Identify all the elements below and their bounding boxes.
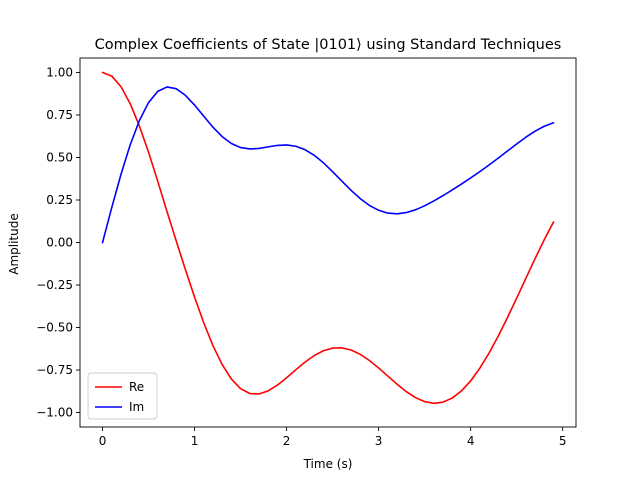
y-tick-label: −1.00 (36, 406, 73, 420)
y-tick-label: 0.00 (46, 236, 73, 250)
legend: Re Im (87, 372, 158, 420)
x-tick-label: 5 (559, 434, 567, 448)
y-tick-label: 1.00 (46, 65, 73, 79)
plot-area: 0 1 2 3 4 5 −1.00 −0.75 −0.50 −0.25 0.00 0.25 0.50 0.… (36, 57, 577, 448)
y-tick-label: −0.50 (36, 321, 73, 335)
x-tick-label: 2 (283, 434, 291, 448)
y-tick-label: −0.25 (36, 278, 73, 292)
x-axis-label: Time (s) (303, 457, 353, 471)
y-tick-label: 0.50 (46, 150, 73, 164)
chart-title: Complex Coefficients of State |0101⟩ usi… (95, 37, 562, 53)
legend-box (87, 372, 158, 420)
y-tick-label: 0.75 (46, 108, 73, 122)
x-tick-label: 3 (375, 434, 383, 448)
y-tick-label: 0.25 (46, 193, 73, 207)
x-tick-label: 0 (99, 434, 107, 448)
y-tick-label: −0.75 (36, 363, 73, 377)
x-tick-label: 4 (467, 434, 475, 448)
x-tick-label: 1 (191, 434, 199, 448)
legend-label-im: Im (129, 400, 144, 414)
series-line-im (101, 86, 555, 244)
y-axis-label: Amplitude (7, 213, 21, 275)
series-line-re (101, 71, 555, 405)
legend-label-re: Re (129, 380, 144, 394)
